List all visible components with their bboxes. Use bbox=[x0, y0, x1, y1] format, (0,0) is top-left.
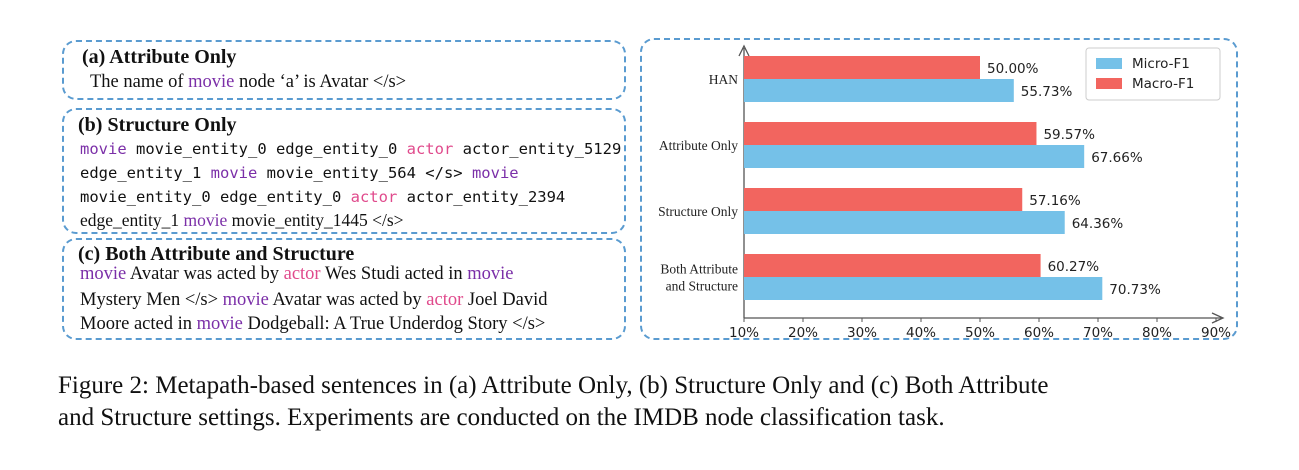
data-label-micro-f1: 55.73% bbox=[1021, 84, 1073, 100]
panel-c-line-3: Moore acted in movie Dodgeball: A True U… bbox=[80, 314, 545, 335]
sentence-text: Mystery Men </s> bbox=[80, 290, 223, 310]
keyword-movie: movie bbox=[183, 210, 228, 230]
figure-caption-line-1: Figure 2: Metapath-based sentences in (a… bbox=[58, 372, 1049, 399]
bar-chart: 10% 20% 30% 40% 50% 60% 70% 80% 90% 50.00% 55.73% H… bbox=[658, 44, 1231, 340]
sentence-text: movie_entity_0 edge_entity_0 bbox=[126, 140, 407, 158]
legend-label-micro-f1: Micro-F1 bbox=[1132, 56, 1190, 72]
x-tick-label: 90% bbox=[1201, 325, 1231, 340]
data-label-macro-f1: 59.57% bbox=[1043, 127, 1095, 143]
x-tick-label: 40% bbox=[906, 325, 936, 340]
sentence-text: Avatar was acted by bbox=[268, 290, 427, 310]
keyword-movie: movie bbox=[210, 164, 258, 182]
x-tick-label: 70% bbox=[1083, 325, 1113, 340]
sentence-text: edge_entity_1 bbox=[80, 210, 184, 230]
y-tick-label: and Structure bbox=[666, 279, 738, 294]
keyword-actor: actor bbox=[426, 290, 464, 310]
bar-macro-f1 bbox=[744, 122, 1037, 145]
panel-structure-only bbox=[62, 108, 626, 234]
sentence-text: Joel David bbox=[463, 290, 548, 310]
bar-macro-f1 bbox=[744, 56, 980, 79]
panel-chart-frame bbox=[640, 38, 1238, 340]
panel-b-line-4: edge_entity_1 movie movie_entity_1445 </… bbox=[80, 210, 404, 231]
panel-b-line-3: movie_entity_0 edge_entity_0 actor actor… bbox=[80, 188, 565, 206]
keyword-actor: actor bbox=[283, 264, 321, 284]
sentence-text: Dodgeball: A True Underdog Story </s> bbox=[242, 314, 546, 334]
x-tick-label: 30% bbox=[847, 325, 877, 340]
keyword-movie: movie bbox=[222, 290, 269, 310]
sentence-text: Wes Studi acted in bbox=[320, 264, 468, 284]
panel-c-line-2: Mystery Men </s> movie Avatar was acted … bbox=[80, 290, 548, 311]
keyword-actor: actor bbox=[406, 140, 454, 158]
panel-a-title: (a) Attribute Only bbox=[82, 46, 237, 68]
y-axis-arrow bbox=[738, 44, 750, 57]
data-label-micro-f1: 64.36% bbox=[1072, 216, 1124, 232]
sentence-text: movie_entity_0 edge_entity_0 bbox=[80, 188, 351, 206]
panel-attribute-only bbox=[62, 40, 626, 100]
data-label-micro-f1: 70.73% bbox=[1109, 282, 1161, 298]
bar-micro-f1 bbox=[744, 145, 1085, 168]
bar-micro-f1 bbox=[744, 277, 1103, 300]
y-tick-label: Structure Only bbox=[658, 204, 738, 219]
keyword-movie: movie bbox=[80, 140, 127, 158]
x-tick-label: 20% bbox=[788, 325, 818, 340]
sentence-text: actor_entity_2394 bbox=[397, 188, 566, 206]
panel-c-title: (c) Both Attribute and Structure bbox=[78, 243, 355, 265]
panel-b-line-2: edge_entity_1 movie movie_entity_564 </s… bbox=[80, 164, 519, 182]
sentence-text: edge_entity_1 bbox=[80, 164, 211, 182]
data-label-macro-f1: 60.27% bbox=[1048, 259, 1100, 275]
legend-swatch-macro-f1 bbox=[1096, 78, 1122, 89]
panel-both-attribute-structure bbox=[62, 238, 626, 340]
sentence-text: Avatar was acted by bbox=[126, 264, 284, 284]
keyword-movie: movie bbox=[80, 264, 127, 284]
x-tick-label: 10% bbox=[729, 325, 759, 340]
data-label-macro-f1: 50.00% bbox=[987, 61, 1039, 77]
panel-a-line-1: The name of movie node ‘a’ is Avatar </s… bbox=[90, 72, 406, 93]
bar-micro-f1 bbox=[744, 79, 1014, 102]
panel-b-line-1: movie movie_entity_0 edge_entity_0 actor… bbox=[80, 140, 621, 158]
figure-caption-line-2: and Structure settings. Experiments are … bbox=[58, 404, 945, 431]
x-tick-label: 60% bbox=[1024, 325, 1054, 340]
y-tick-label: HAN bbox=[709, 72, 738, 87]
panel-b-title: (b) Structure Only bbox=[78, 114, 237, 136]
y-tick-label: Attribute Only bbox=[659, 138, 738, 153]
sentence-text: actor_entity_5129 bbox=[453, 140, 622, 158]
data-label-macro-f1: 57.16% bbox=[1029, 193, 1081, 209]
legend-swatch-micro-f1 bbox=[1096, 58, 1122, 69]
keyword-movie: movie bbox=[188, 72, 235, 92]
x-tick-label: 80% bbox=[1142, 325, 1172, 340]
legend-label-macro-f1: Macro-F1 bbox=[1132, 76, 1194, 92]
panel-c-line-1: movie Avatar was acted by actor Wes Stud… bbox=[80, 264, 514, 285]
sentence-text: movie_entity_1445 </s> bbox=[227, 210, 404, 230]
keyword-movie: movie bbox=[471, 164, 519, 182]
bar-micro-f1 bbox=[744, 211, 1065, 234]
bar-macro-f1 bbox=[744, 188, 1023, 211]
y-tick-label: Both Attribute bbox=[660, 262, 738, 277]
keyword-movie: movie bbox=[196, 314, 243, 334]
data-label-micro-f1: 67.66% bbox=[1091, 150, 1143, 166]
bar-macro-f1 bbox=[744, 254, 1041, 277]
keyword-movie: movie bbox=[467, 264, 514, 284]
sentence-text: The name of bbox=[90, 72, 189, 92]
keyword-actor: actor bbox=[350, 188, 398, 206]
sentence-text: node ‘a’ is Avatar </s> bbox=[234, 72, 407, 92]
sentence-text: movie_entity_564 </s> bbox=[257, 164, 472, 182]
sentence-text: Moore acted in bbox=[80, 314, 197, 334]
x-tick-label: 50% bbox=[965, 325, 995, 340]
